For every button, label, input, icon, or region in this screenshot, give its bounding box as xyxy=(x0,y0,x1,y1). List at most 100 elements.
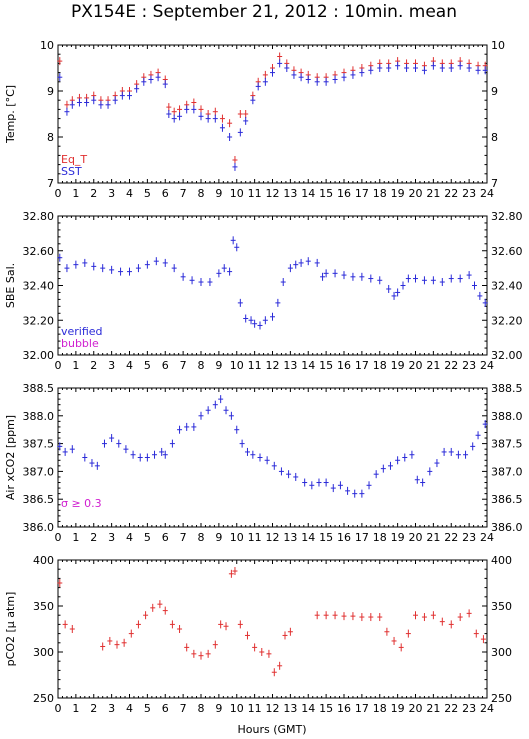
data-point xyxy=(332,269,338,278)
data-point xyxy=(475,431,481,440)
data-point xyxy=(266,649,272,658)
x-tick-label: 9 xyxy=(215,702,222,715)
x-tick-label: 4 xyxy=(126,187,133,200)
data-point xyxy=(257,321,263,330)
data-point xyxy=(191,98,197,107)
legend-entry: Eq_T xyxy=(61,153,87,166)
data-point xyxy=(127,267,132,276)
x-tick-label: 14 xyxy=(301,702,315,715)
data-point xyxy=(150,603,156,612)
y-tick-label-left: 387.5 xyxy=(23,438,55,451)
x-axis-label: Hours (GMT) xyxy=(237,723,306,736)
y-tick-label-left: 400 xyxy=(33,554,54,567)
x-tick-label: 2 xyxy=(90,702,97,715)
x-tick-label: 6 xyxy=(162,359,169,372)
data-point xyxy=(359,613,365,622)
x-tick-label: 22 xyxy=(444,187,458,200)
data-point xyxy=(377,613,383,622)
data-point xyxy=(116,439,122,448)
data-point xyxy=(144,260,150,269)
data-point xyxy=(105,100,111,109)
series-1 xyxy=(57,395,488,498)
data-point xyxy=(98,100,104,109)
x-tick-label: 19 xyxy=(391,187,405,200)
data-point xyxy=(237,620,243,629)
x-tick-label: 3 xyxy=(108,187,115,200)
x-tick-label: 7 xyxy=(180,359,187,372)
data-point xyxy=(330,484,336,493)
data-point xyxy=(332,75,338,84)
data-point xyxy=(391,636,397,645)
x-tick-label: 0 xyxy=(55,702,62,715)
plot-frame xyxy=(57,559,488,699)
data-point xyxy=(227,119,233,128)
data-point xyxy=(284,64,290,72)
x-tick-label: 10 xyxy=(230,702,244,715)
data-point xyxy=(112,96,118,105)
y-tick-label-left: 32.60 xyxy=(23,245,55,258)
x-tick-label: 21 xyxy=(426,702,440,715)
data-point xyxy=(359,68,365,77)
x-tick-label: 14 xyxy=(301,531,315,544)
x-tick-label: 16 xyxy=(337,702,351,715)
x-tick-label: 1 xyxy=(72,702,79,715)
data-point xyxy=(264,456,270,465)
data-point xyxy=(275,298,281,307)
data-point xyxy=(91,96,97,105)
x-tick-label: 10 xyxy=(230,359,244,372)
x-tick-label: 20 xyxy=(409,531,423,544)
x-tick-label: 18 xyxy=(373,531,387,544)
x-tick-label: 12 xyxy=(266,702,280,715)
data-point xyxy=(119,91,125,100)
data-point xyxy=(332,611,338,620)
y-tick-label-left: 350 xyxy=(33,600,54,613)
panel-annotation: σ ≥ 0.3 xyxy=(61,497,102,510)
data-point xyxy=(482,420,488,429)
data-point xyxy=(205,406,211,415)
x-tick-label: 17 xyxy=(355,359,369,372)
data-point xyxy=(243,116,249,125)
y-tick-label-left: 9 xyxy=(47,85,54,98)
data-point xyxy=(184,422,190,431)
data-point xyxy=(341,73,347,82)
data-point xyxy=(69,445,75,454)
x-tick-label: 22 xyxy=(444,531,458,544)
panel-4: 0 1 2 3 4 5 6 7 8 9 10 11 12 13 14 15 16 17 18 19 20 21 22 23 24… xyxy=(4,554,512,715)
data-point xyxy=(169,620,175,629)
x-tick-label: 1 xyxy=(72,531,79,544)
data-point xyxy=(466,609,472,618)
plot-frame xyxy=(57,215,488,356)
data-point xyxy=(470,442,476,451)
y-tick-label-right: 386.5 xyxy=(491,493,523,506)
x-tick-label: 21 xyxy=(426,187,440,200)
data-point xyxy=(91,262,97,271)
panel-3: 0 1 2 3 4 5 6 7 8 9 10 11 12 13 14 15 16 17 18 19 20 21 22 23 24… xyxy=(4,382,523,544)
x-tick-label: 22 xyxy=(444,702,458,715)
data-point xyxy=(395,61,401,70)
x-tick-label: 20 xyxy=(409,187,423,200)
data-point xyxy=(239,439,245,448)
data-point xyxy=(148,75,154,84)
data-point xyxy=(430,611,436,620)
data-point xyxy=(141,77,147,86)
data-point xyxy=(277,661,283,670)
data-point xyxy=(477,291,483,300)
data-point xyxy=(368,613,374,622)
legend-entry: SST xyxy=(61,165,82,178)
data-point xyxy=(413,64,418,72)
x-tick-label: 23 xyxy=(462,359,476,372)
data-point xyxy=(252,643,258,652)
y-tick-label-right: 388.5 xyxy=(491,382,523,395)
data-point xyxy=(293,260,299,269)
x-tick-label: 14 xyxy=(301,187,315,200)
x-tick-label: 3 xyxy=(108,531,115,544)
data-point xyxy=(270,68,275,77)
data-point xyxy=(100,642,106,651)
x-tick-label: 4 xyxy=(126,359,133,372)
data-point xyxy=(162,80,168,89)
data-point xyxy=(221,264,227,273)
data-point xyxy=(223,622,229,631)
x-tick-label: 24 xyxy=(480,359,494,372)
y-tick-label-left: 388.0 xyxy=(23,410,55,423)
